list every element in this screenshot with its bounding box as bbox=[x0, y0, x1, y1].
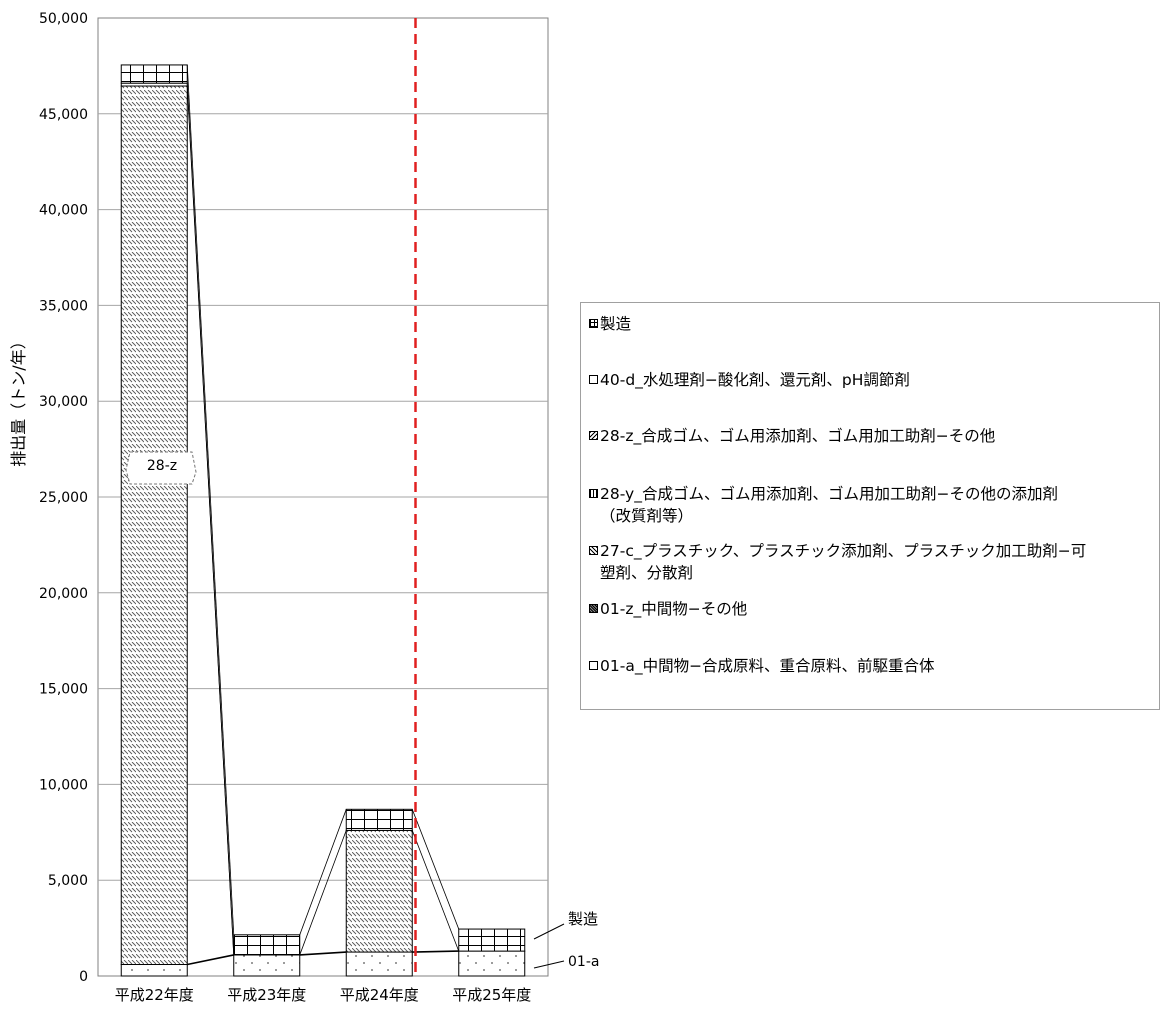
series-line bbox=[186, 64, 235, 935]
category-labels: 平成22年度 平成23年度 平成24年度 平成25年度 bbox=[115, 986, 532, 1004]
legend-item: 01-z_中間物−その他 bbox=[589, 598, 1150, 620]
legend-label: 製造 bbox=[600, 315, 632, 333]
series-line bbox=[186, 83, 235, 955]
legend-item: 40-d_水処理剤−酸化剤、還元剤、pH調節剤 bbox=[589, 369, 1150, 391]
series-line bbox=[412, 950, 459, 953]
y-tick-label: 10,000 bbox=[39, 777, 88, 793]
y-tick-label: 5,000 bbox=[48, 873, 88, 889]
legend-swatch bbox=[589, 319, 598, 328]
callout-manufacturing-label: 製造 bbox=[568, 910, 598, 928]
legend-swatch bbox=[589, 431, 598, 440]
legend-item: 28-z_合成ゴム、ゴム用添加剤、ゴム用加工助剤−その他 bbox=[589, 425, 1150, 447]
series-line bbox=[299, 809, 347, 935]
legend-label: 01-z_中間物−その他 bbox=[600, 600, 748, 618]
x-tick-label: 平成23年度 bbox=[227, 986, 306, 1004]
bar-segment bbox=[120, 964, 188, 977]
y-axis-label: 排出量（トン/年） bbox=[9, 333, 28, 466]
y-tick-label: 50,000 bbox=[39, 11, 88, 27]
legend-label: 40-d_水処理剤−酸化剤、還元剤、pH調節剤 bbox=[600, 371, 910, 389]
legend: 製造 40-d_水処理剤−酸化剤、還元剤、pH調節剤 28-z_合成ゴム、ゴム用添加… bbox=[580, 302, 1160, 710]
series-line bbox=[411, 830, 460, 952]
legend-item: 01-a_中間物−合成原料、重合原料、前駆重合体 bbox=[589, 655, 1150, 677]
in-bar-label: 28-z bbox=[147, 458, 177, 474]
y-tick-label: 15,000 bbox=[39, 682, 88, 698]
bar-segment bbox=[345, 951, 413, 977]
legend-swatch bbox=[589, 604, 598, 613]
legend-label: 28-y_合成ゴム、ゴム用添加剤、ゴム用加工助剤−その他の添加剤 （改質剤等） bbox=[600, 485, 1058, 525]
series-line bbox=[187, 954, 234, 966]
legend-label: 27-c_プラスチック、プラスチック添加剤、プラスチック加工助剤−可 塑剤、分散… bbox=[600, 542, 1087, 582]
bars bbox=[120, 64, 526, 977]
legend-item: 28-y_合成ゴム、ゴム用添加剤、ゴム用加工助剤−その他の添加剤 （改質剤等） bbox=[589, 483, 1150, 527]
bar-segment bbox=[233, 934, 301, 956]
callout-01a-label: 01-a bbox=[568, 954, 599, 970]
x-tick-label: 平成24年度 bbox=[340, 986, 419, 1004]
legend-swatch bbox=[589, 489, 598, 498]
callout-manufacturing: 製造 bbox=[533, 910, 598, 940]
legend-item: 製造 bbox=[589, 313, 1150, 335]
legend-swatch bbox=[589, 661, 598, 670]
series-line bbox=[411, 809, 460, 930]
bar-segment bbox=[345, 829, 413, 953]
series-line bbox=[299, 951, 347, 956]
bar-segment bbox=[345, 808, 413, 831]
legend-label: 28-z_合成ゴム、ゴム用添加剤、ゴム用加工助剤−その他 bbox=[600, 427, 996, 445]
series-lines bbox=[186, 64, 460, 966]
legend-label: 01-a_中間物−合成原料、重合原料、前駆重合体 bbox=[600, 657, 935, 675]
bar-segment bbox=[458, 950, 526, 977]
legend-swatch bbox=[589, 546, 598, 555]
y-tick-label: 25,000 bbox=[39, 490, 88, 506]
legend-swatch bbox=[589, 375, 598, 384]
y-tick-label: 20,000 bbox=[39, 586, 88, 602]
bar-segment bbox=[233, 954, 301, 977]
callout-01a: 01-a bbox=[533, 954, 599, 970]
y-tick-label: 45,000 bbox=[39, 107, 88, 123]
legend-item: 27-c_プラスチック、プラスチック添加剤、プラスチック加工助剤−可 塑剤、分散… bbox=[589, 540, 1150, 584]
x-tick-label: 平成22年度 bbox=[115, 986, 194, 1004]
y-tick-label: 0 bbox=[79, 969, 88, 985]
y-tick-label: 30,000 bbox=[39, 394, 88, 410]
bar-segment bbox=[120, 64, 188, 84]
in-bar-annotation: 28-z bbox=[125, 451, 197, 485]
y-tick-labels: 0 5,000 10,000 15,000 20,000 25,000 30,000 35,0… bbox=[39, 11, 88, 985]
x-tick-label: 平成25年度 bbox=[452, 986, 531, 1004]
bar-segment bbox=[120, 85, 188, 966]
y-tick-label: 35,000 bbox=[39, 298, 88, 314]
series-line bbox=[299, 830, 347, 956]
y-tick-label: 40,000 bbox=[39, 203, 88, 219]
bar-segment bbox=[458, 928, 526, 952]
